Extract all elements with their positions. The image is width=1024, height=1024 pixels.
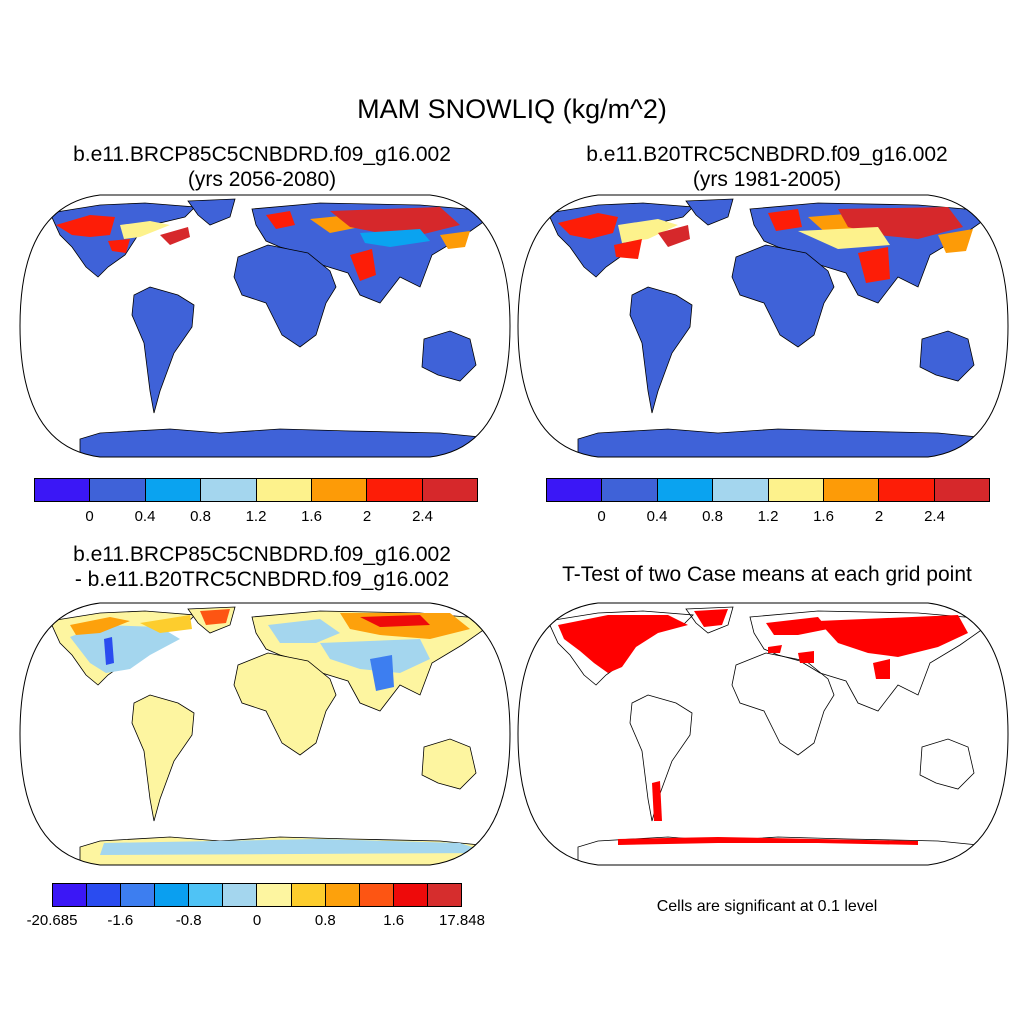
colorbar-tick-label: 0.8 (702, 508, 723, 525)
colorbar-swatch (366, 478, 423, 502)
colorbar-tick-label: 2.4 (412, 508, 433, 525)
panel-4-title-line1: T-Test of two Case means at each grid po… (562, 563, 972, 586)
colorbar-tick-label: 0.8 (314, 912, 336, 929)
panel-3-title-line1: b.e11.BRCP85C5CNBDRD.f09_g16.002 (73, 543, 451, 566)
colorbar-tick-label: 0.4 (134, 508, 156, 525)
colorbar-difference (52, 883, 462, 907)
colorbar-swatch (200, 478, 257, 502)
colorbar-swatch (767, 478, 824, 502)
colorbar-swatch (154, 883, 190, 907)
panel-2-title-line1: b.e11.B20TRC5CNBDRD.f09_g16.002 (586, 143, 948, 166)
colorbar-swatch (89, 478, 146, 502)
colorbar-swatch (421, 478, 478, 502)
colorbar-swatch (256, 883, 292, 907)
colorbar-swatch (933, 478, 990, 502)
colorbar-tick-label: 1.6 (383, 912, 405, 929)
colorbar-tick-label: 1.2 (757, 508, 779, 525)
colorbar-tick-label: 2.4 (924, 508, 945, 525)
colorbar-swatch (188, 883, 224, 907)
colorbar-swatch (656, 478, 714, 502)
colorbar-swatch (86, 883, 122, 907)
colorbar-absolute (34, 478, 478, 502)
significance-footnote: Cells are significant at 0.1 level (656, 898, 878, 915)
map-future-period (19, 194, 511, 458)
colorbar-swatch (144, 478, 202, 502)
colorbar-tick-label: 1.6 (813, 508, 834, 525)
map-difference (19, 602, 511, 866)
colorbar-swatch (712, 478, 769, 502)
snow-amounts (558, 207, 973, 283)
map-frame (517, 194, 1009, 458)
colorbar-tick-label: 17.848 (439, 912, 485, 929)
colorbar-absolute-2 (546, 478, 990, 502)
colorbar-swatch (426, 883, 462, 907)
colorbar-tick-label: 2 (362, 508, 372, 525)
panel-4-title: T-Test of two Case means at each grid po… (517, 562, 1017, 587)
colorbar-difference-ticks: -20.685 -1.6 -0.8 0 0.8 1.6 17.848 (27, 912, 485, 932)
colorbar-tick-label: -1.6 (107, 912, 134, 929)
panel-1-title: b.e11.BRCP85C5CNBDRD.f09_g16.002 (yrs 20… (12, 142, 512, 192)
colorbar-swatch (310, 478, 368, 502)
colorbar-tick-label: 0 (597, 508, 606, 525)
panel-1-title-line1: b.e11.BRCP85C5CNBDRD.f09_g16.002 (73, 143, 451, 166)
land-masses (547, 198, 999, 457)
map-ttest-significance (517, 602, 1009, 866)
map-frame (19, 194, 511, 458)
colorbar-swatch (324, 883, 360, 907)
significant-cells (558, 609, 968, 845)
colorbar-swatch (255, 478, 312, 502)
panel-3-title-line2: - b.e11.B20TRC5CNBDRD.f09_g16.002 (74, 568, 450, 591)
panel-3-title: b.e11.BRCP85C5CNBDRD.f09_g16.002 - b.e11… (12, 542, 512, 592)
colorbar-swatch (222, 883, 258, 907)
colorbar-swatch (358, 883, 394, 907)
colorbar-tick-label: 0 (252, 912, 262, 929)
colorbar-tick-label: 0.4 (646, 508, 668, 525)
colorbar-tick-label: 1.6 (301, 508, 322, 525)
colorbar-swatch (120, 883, 156, 907)
colorbar-tick-label: -0.8 (175, 912, 202, 929)
colorbar-swatch (822, 478, 880, 502)
panel-1-title-line2: (yrs 2056-2080) (187, 168, 337, 191)
map-historical-period (517, 194, 1009, 458)
colorbar-swatch (392, 883, 428, 907)
snow-amounts (56, 207, 470, 281)
colorbar-swatch (52, 883, 88, 907)
colorbar-swatch (290, 883, 326, 907)
colorbar-tick-label: 0 (85, 508, 94, 525)
map-frame (517, 602, 1009, 866)
colorbar-tick-label: -20.685 (26, 912, 78, 929)
colorbar-tick-label: 0.8 (190, 508, 211, 525)
panel-2-title: b.e11.B20TRC5CNBDRD.f09_g16.002 (yrs 198… (517, 142, 1017, 192)
colorbar-tick-label: 2 (874, 508, 884, 525)
land-masses (49, 198, 501, 457)
colorbar-absolute-2-ticks: 0 0.4 0.8 1.2 1.6 2 2.4 (546, 508, 990, 528)
colorbar-swatch (34, 478, 91, 502)
panel-2-title-line2: (yrs 1981-2005) (692, 168, 842, 191)
colorbar-tick-label: 1.2 (245, 508, 267, 525)
map-frame (19, 602, 511, 866)
colorbar-swatch (546, 478, 603, 502)
colorbar-swatch (601, 478, 658, 502)
figure-title: MAM SNOWLIQ (kg/m^2) (357, 94, 667, 124)
colorbar-absolute-ticks: 0 0.4 0.8 1.2 1.6 2 2.4 (34, 508, 478, 528)
colorbar-swatch (878, 478, 935, 502)
difference-values (70, 609, 490, 855)
